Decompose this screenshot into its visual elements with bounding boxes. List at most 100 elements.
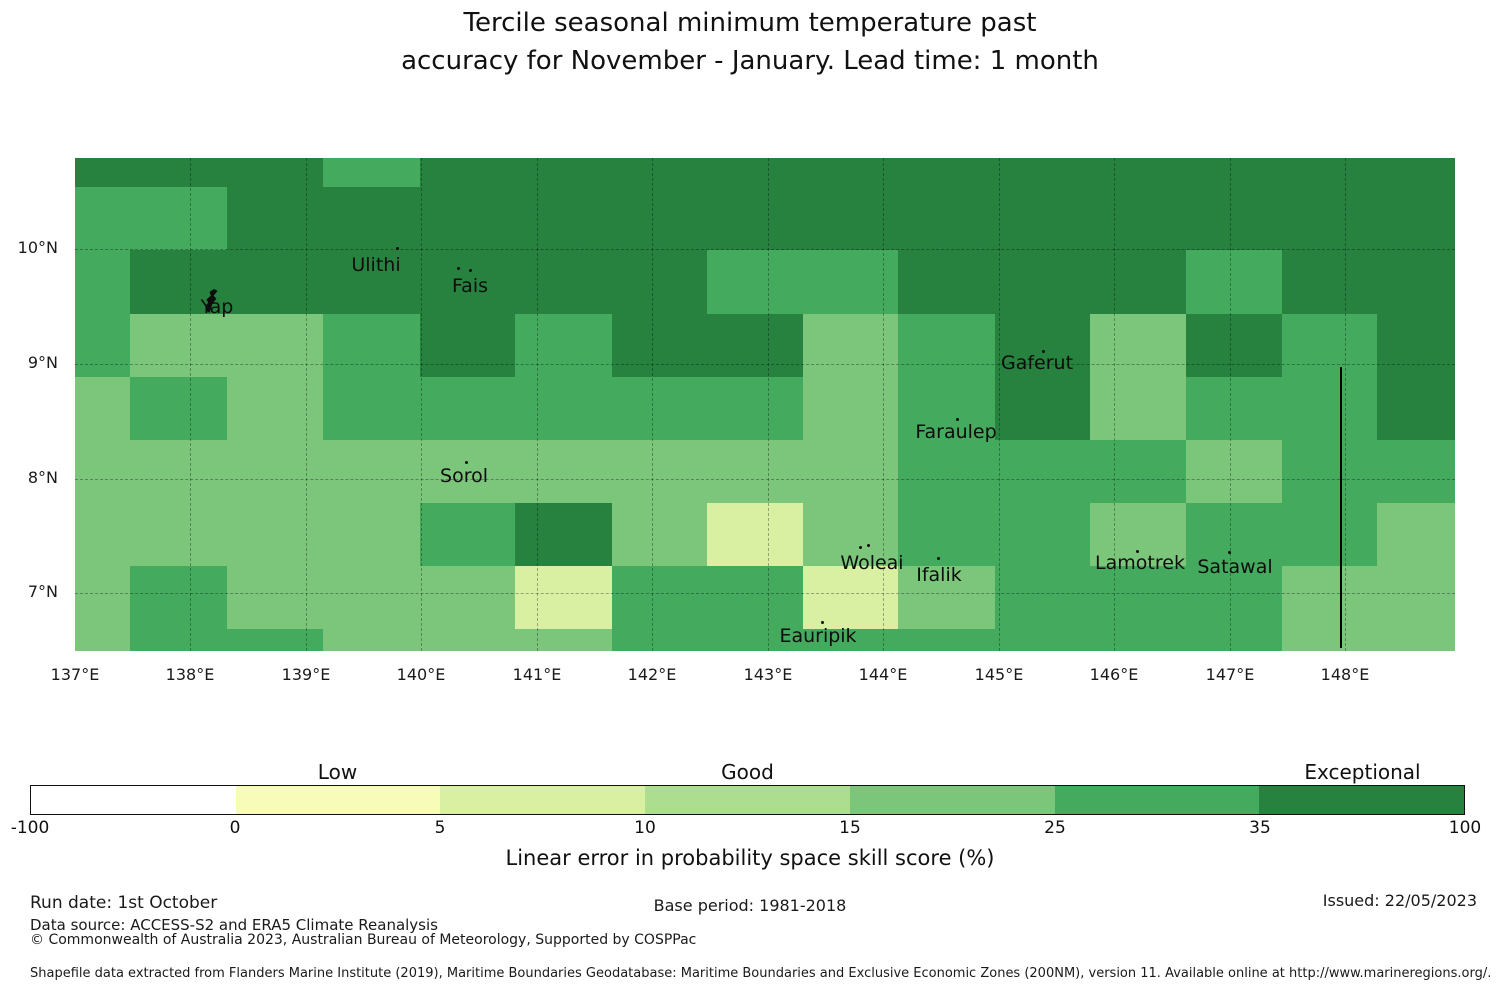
map-cell bbox=[1282, 250, 1377, 314]
longitude-gridline bbox=[999, 158, 1000, 651]
map-cell bbox=[515, 158, 612, 187]
x-axis-tick-label: 146°E bbox=[1089, 665, 1139, 684]
map-cell bbox=[612, 440, 707, 503]
map-cell bbox=[1186, 566, 1282, 629]
y-axis-tick-label: 8°N bbox=[27, 468, 58, 487]
map-cell bbox=[612, 566, 707, 629]
colorbar-tick-label: 5 bbox=[434, 818, 446, 838]
map-cell bbox=[227, 566, 323, 629]
map-cell bbox=[1090, 440, 1186, 503]
map-cell bbox=[323, 314, 420, 377]
map-cell bbox=[1186, 158, 1282, 187]
map-cell bbox=[995, 440, 1090, 503]
colorbar-tick-label: 25 bbox=[1044, 818, 1066, 838]
map-cell bbox=[898, 503, 995, 566]
map-cell bbox=[898, 250, 995, 314]
y-axis-tick-label: 10°N bbox=[17, 238, 58, 257]
map-cell bbox=[898, 158, 995, 187]
map-cell bbox=[995, 250, 1090, 314]
x-axis-tick-label: 139°E bbox=[281, 665, 331, 684]
map-cell bbox=[1186, 250, 1282, 314]
island-label-ifalik: Ifalik bbox=[916, 564, 962, 586]
map-cell bbox=[227, 440, 323, 503]
map-cell bbox=[1186, 503, 1282, 566]
map-cell bbox=[130, 566, 227, 629]
map-cell bbox=[995, 314, 1090, 377]
colorbar-tick-label: 15 bbox=[839, 818, 861, 838]
map-cell bbox=[420, 503, 515, 566]
map-cell bbox=[612, 377, 707, 440]
copyright-text: © Commonwealth of Australia 2023, Austra… bbox=[30, 932, 697, 948]
map-cell bbox=[515, 377, 612, 440]
map-cell bbox=[707, 158, 803, 187]
colorbar-category-good: Good bbox=[721, 760, 774, 784]
colorbar-tick-label: 0 bbox=[229, 818, 241, 838]
y-axis-tick-label: 7°N bbox=[27, 582, 58, 601]
x-axis-tick-label: 141°E bbox=[512, 665, 562, 684]
map-cell bbox=[420, 187, 515, 250]
colorbar-tick-label: 100 bbox=[1448, 818, 1482, 838]
map-cell bbox=[898, 629, 995, 651]
map-cell bbox=[1090, 377, 1186, 440]
colorbar-segment-10-15 bbox=[645, 786, 850, 814]
colorbar-axis-label: Linear error in probability space skill … bbox=[505, 846, 995, 870]
map-cell bbox=[707, 503, 803, 566]
shapefile-note-text: Shapefile data extracted from Flanders M… bbox=[30, 966, 1492, 981]
map-cell bbox=[898, 440, 995, 503]
x-axis-tick-label: 137°E bbox=[50, 665, 100, 684]
map-cell bbox=[1186, 377, 1282, 440]
map-cell bbox=[612, 314, 707, 377]
island-label-fais: Fais bbox=[451, 275, 489, 297]
colorbar-segment-35-100 bbox=[1259, 786, 1465, 814]
map-cell bbox=[323, 440, 420, 503]
colorbar-segment-25-35 bbox=[1054, 786, 1260, 814]
map-cell bbox=[707, 440, 803, 503]
island-label-eauripik: Eauripik bbox=[779, 625, 857, 647]
colorbar-segment--100-0 bbox=[31, 786, 236, 814]
x-axis-tick-label: 148°E bbox=[1320, 665, 1370, 684]
map-cell bbox=[1186, 314, 1282, 377]
island-marker-sorol bbox=[465, 461, 468, 464]
map-cell bbox=[898, 566, 995, 629]
map-cell bbox=[803, 187, 898, 250]
map-cell bbox=[130, 187, 227, 250]
map-cell bbox=[995, 629, 1090, 651]
latitude-gridline bbox=[75, 479, 1455, 480]
map-cell bbox=[1282, 187, 1377, 250]
map-cell bbox=[803, 377, 898, 440]
map-cell bbox=[515, 250, 612, 314]
map-cell bbox=[803, 566, 898, 629]
map-cell bbox=[1282, 629, 1377, 651]
map-cell bbox=[612, 629, 707, 651]
colorbar-category-low: Low bbox=[317, 760, 358, 784]
map-cell bbox=[227, 377, 323, 440]
island-label-woleai: Woleai bbox=[840, 552, 904, 574]
map-cell bbox=[1282, 158, 1377, 187]
longitude-gridline bbox=[652, 158, 653, 651]
map-cell bbox=[1282, 566, 1377, 629]
longitude-gridline bbox=[1230, 158, 1231, 651]
map-cell bbox=[420, 629, 515, 651]
colorbar-tick-label: -100 bbox=[10, 818, 50, 838]
colorbar-tick-label: 35 bbox=[1249, 818, 1271, 838]
map-cell bbox=[227, 158, 323, 187]
longitude-gridline bbox=[1114, 158, 1115, 651]
map-cell bbox=[227, 187, 323, 250]
island-marker-satawal bbox=[1228, 551, 1231, 554]
map-cell bbox=[707, 629, 803, 651]
chart-title-line1: Tercile seasonal minimum temperature pas… bbox=[463, 8, 1037, 38]
island-marker-faraulep bbox=[956, 418, 959, 421]
map-cell bbox=[227, 503, 323, 566]
island-label-ulithi: Ulithi bbox=[351, 254, 401, 276]
longitude-gridline bbox=[768, 158, 769, 651]
latitude-gridline bbox=[75, 364, 1455, 365]
map-cell bbox=[323, 250, 420, 314]
map-cell bbox=[707, 250, 803, 314]
map-cell bbox=[515, 503, 612, 566]
map-cell bbox=[1377, 440, 1455, 503]
island-label-yap: Yap bbox=[200, 296, 234, 318]
map-cell bbox=[1282, 314, 1377, 377]
map-cell bbox=[420, 314, 515, 377]
